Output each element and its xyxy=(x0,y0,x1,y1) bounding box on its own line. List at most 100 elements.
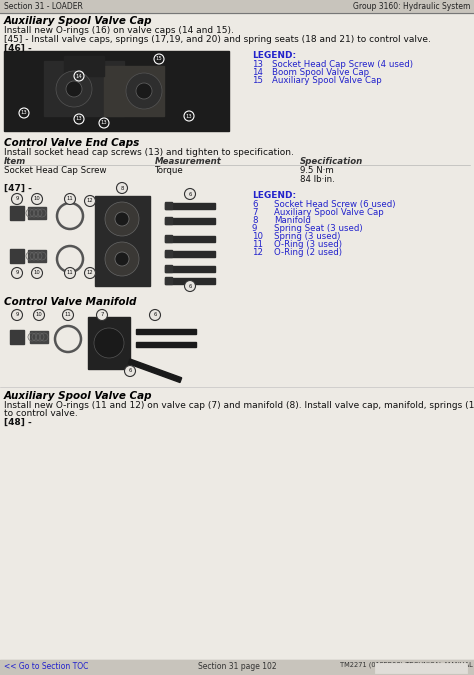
Bar xyxy=(136,342,196,347)
Text: Auxiliary Spool Valve Cap: Auxiliary Spool Valve Cap xyxy=(272,76,382,85)
Text: Section 31 - LOADER: Section 31 - LOADER xyxy=(4,2,83,11)
Text: 7: 7 xyxy=(252,208,257,217)
Text: 12: 12 xyxy=(87,271,93,275)
Text: Install new O-rings (16) on valve caps (14 and 15).: Install new O-rings (16) on valve caps (… xyxy=(4,26,234,35)
Text: 8: 8 xyxy=(120,186,124,190)
Text: Item: Item xyxy=(4,157,26,166)
Text: 14: 14 xyxy=(76,74,82,78)
Bar xyxy=(165,236,215,242)
Circle shape xyxy=(149,310,161,321)
Text: Manifold: Manifold xyxy=(274,216,311,225)
Bar xyxy=(44,61,124,116)
Text: LEGEND:: LEGEND: xyxy=(252,51,296,60)
Text: Socket Head Cap Screw (4 used): Socket Head Cap Screw (4 used) xyxy=(272,60,413,69)
Circle shape xyxy=(11,267,22,279)
Text: LEGEND:: LEGEND: xyxy=(252,191,296,200)
Circle shape xyxy=(125,365,136,377)
Circle shape xyxy=(84,196,95,207)
Circle shape xyxy=(57,246,83,272)
Text: Spring (3 used): Spring (3 used) xyxy=(274,232,340,241)
Text: 6: 6 xyxy=(188,192,191,196)
Circle shape xyxy=(97,310,108,321)
Text: 9: 9 xyxy=(15,271,18,275)
Text: Specification: Specification xyxy=(300,157,363,166)
Bar xyxy=(375,663,467,673)
Circle shape xyxy=(184,188,195,200)
Bar xyxy=(165,278,215,283)
Text: Socket Head Screw (6 used): Socket Head Screw (6 used) xyxy=(274,200,395,209)
Text: 10: 10 xyxy=(34,271,40,275)
Circle shape xyxy=(115,212,129,226)
Text: 13: 13 xyxy=(21,111,27,115)
Bar xyxy=(136,329,196,334)
Bar xyxy=(165,217,172,224)
Circle shape xyxy=(117,182,128,194)
Bar xyxy=(95,196,150,286)
Text: 14: 14 xyxy=(252,68,263,77)
Bar xyxy=(165,250,172,257)
Text: 9: 9 xyxy=(15,196,18,202)
Text: Measurement: Measurement xyxy=(155,157,222,166)
Text: Install socket head cap screws (13) and tighten to specification.: Install socket head cap screws (13) and … xyxy=(4,148,294,157)
Circle shape xyxy=(63,310,73,321)
Circle shape xyxy=(11,194,22,205)
Circle shape xyxy=(34,310,45,321)
Circle shape xyxy=(55,326,81,352)
Text: Group 3160: Hydraulic System: Group 3160: Hydraulic System xyxy=(353,2,470,11)
Bar xyxy=(10,206,24,220)
Circle shape xyxy=(57,203,83,229)
Text: 8: 8 xyxy=(252,216,257,225)
Text: [47] -: [47] - xyxy=(4,184,32,193)
Bar xyxy=(165,218,215,223)
Text: 12: 12 xyxy=(87,198,93,203)
Circle shape xyxy=(11,310,22,321)
Bar xyxy=(88,317,130,369)
Circle shape xyxy=(126,73,162,109)
Text: Boom Spool Valve Cap: Boom Spool Valve Cap xyxy=(272,68,369,77)
Text: 6: 6 xyxy=(188,284,191,288)
Text: shape object: shape object xyxy=(378,664,424,670)
Bar xyxy=(165,277,172,284)
Bar xyxy=(4,307,204,379)
Text: O-Ring (3 used): O-Ring (3 used) xyxy=(274,240,342,249)
Bar xyxy=(28,207,46,219)
Circle shape xyxy=(105,202,139,236)
Text: to control valve.: to control valve. xyxy=(4,409,78,418)
Circle shape xyxy=(31,267,43,279)
Text: Install new O-rings (11 and 12) on valve cap (7) and manifold (8). Install valve: Install new O-rings (11 and 12) on valve… xyxy=(4,401,474,410)
Text: 9: 9 xyxy=(252,224,257,233)
Text: [46] -: [46] - xyxy=(4,44,32,53)
Text: 6: 6 xyxy=(153,313,157,317)
Bar xyxy=(64,56,104,76)
Text: Control Valve Manifold: Control Valve Manifold xyxy=(4,297,137,307)
Bar xyxy=(4,51,229,131)
Bar xyxy=(0,660,474,675)
Text: 15: 15 xyxy=(155,57,163,61)
Text: 10: 10 xyxy=(252,232,263,241)
Circle shape xyxy=(56,71,92,107)
Text: 13: 13 xyxy=(100,121,107,126)
Text: O-Ring (2 used): O-Ring (2 used) xyxy=(274,248,342,257)
Circle shape xyxy=(84,267,95,279)
Text: 13: 13 xyxy=(186,113,192,119)
Text: 13: 13 xyxy=(252,60,263,69)
Text: Socket Head Cap Screw: Socket Head Cap Screw xyxy=(4,166,107,175)
Text: Torque: Torque xyxy=(155,166,184,175)
Bar xyxy=(28,250,46,262)
Text: Auxiliary Spool Valve Cap: Auxiliary Spool Valve Cap xyxy=(274,208,384,217)
Circle shape xyxy=(64,194,75,205)
Text: 84 lb·in.: 84 lb·in. xyxy=(300,175,335,184)
Bar xyxy=(104,66,164,116)
Bar xyxy=(10,330,24,344)
Text: 11: 11 xyxy=(64,313,72,317)
Circle shape xyxy=(64,267,75,279)
Text: 6: 6 xyxy=(128,369,132,373)
Bar xyxy=(0,0,474,13)
Circle shape xyxy=(115,252,129,266)
Bar xyxy=(165,202,172,209)
Text: 9: 9 xyxy=(15,313,18,317)
Text: 13: 13 xyxy=(76,117,82,122)
Text: [48] -: [48] - xyxy=(4,418,32,427)
Text: Control Valve End Caps: Control Valve End Caps xyxy=(4,138,139,148)
Circle shape xyxy=(94,328,124,358)
